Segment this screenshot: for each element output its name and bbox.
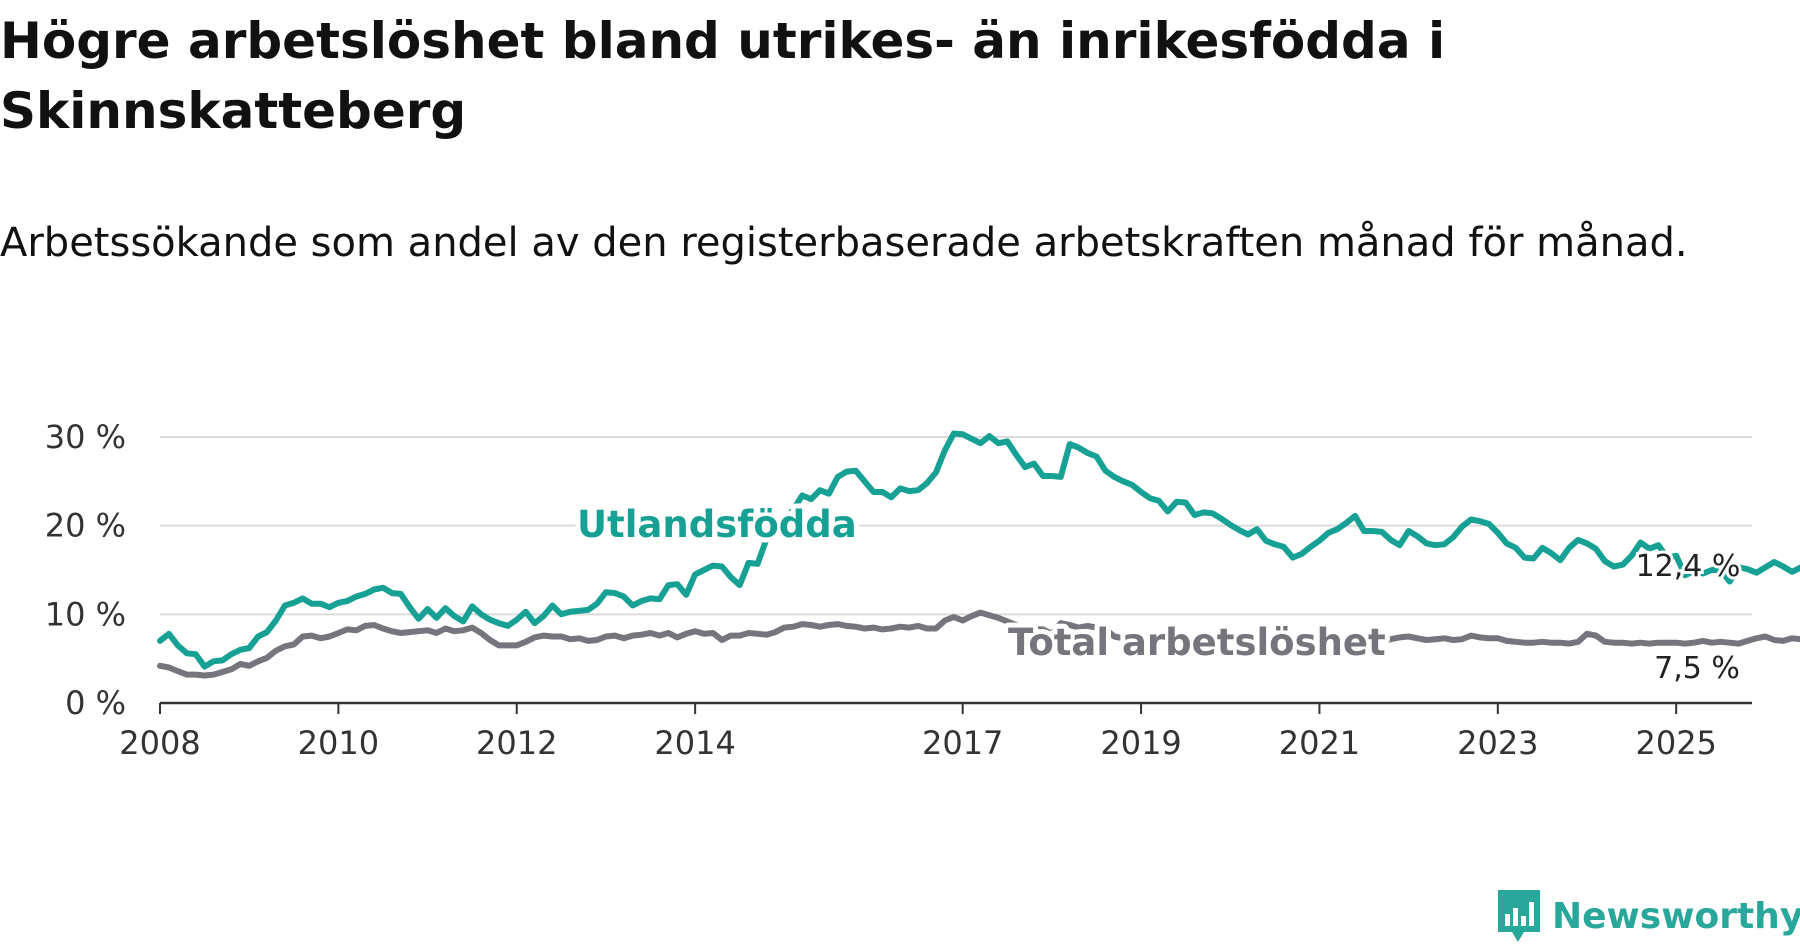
chart-subtitle: Arbetssökande som andel av den registerb… [0,220,1688,266]
utlandsfodda-line [157,430,1800,670]
total-arbetsloshet-end-label: 7,5 % [1654,651,1740,686]
newsworthy-logo-icon [1498,890,1540,942]
total-arbetsloshet-label: Total arbetslöshet [1008,621,1386,664]
y-tick-label: 0 % [65,684,126,722]
x-tick-label: 2010 [298,724,379,762]
x-tick-label: 2021 [1279,724,1360,762]
brand-name: Newsworthy [1552,895,1800,937]
utlandsfodda-end-label: 12,4 % [1636,549,1741,584]
y-tick-label: 20 % [45,507,126,545]
y-tick-label: 30 % [45,418,126,456]
utlandsfodda-label: Utlandsfödda [577,503,857,546]
x-tick-label: 2014 [654,724,735,762]
chart-title: Högre arbetslöshet bland utrikes- än inr… [0,12,1446,140]
x-tick-label: 2008 [119,724,200,762]
x-tick-label: 2025 [1635,724,1716,762]
x-tick-label: 2023 [1457,724,1538,762]
x-tick-label: 2019 [1100,724,1181,762]
y-tick-label: 10 % [45,595,126,633]
x-tick-label: 2017 [922,724,1003,762]
x-tick-label: 2012 [476,724,557,762]
newsworthy-brand: Newsworthy [1496,888,1800,944]
total-arbetsloshet-line [157,609,1800,679]
